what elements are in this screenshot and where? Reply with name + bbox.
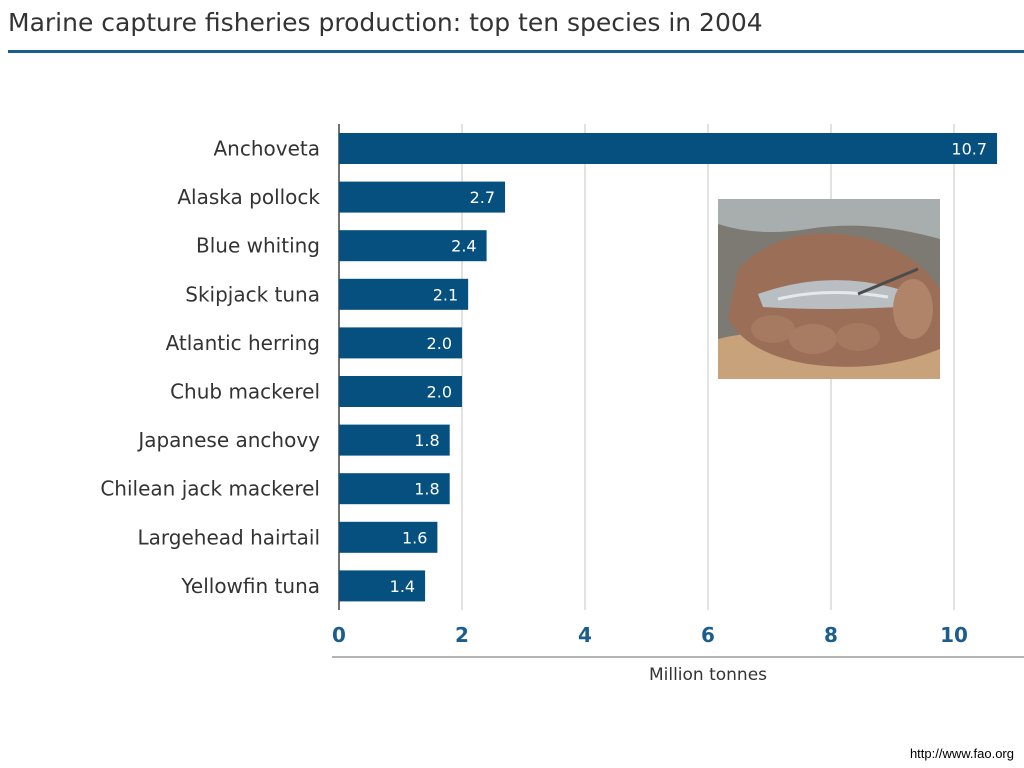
x-tick-label-10: 10 [940,623,968,647]
value-label-atlantic-herring: 2.0 [427,334,452,353]
category-label-blue-whiting: Blue whiting [196,234,320,258]
bar-alaska-pollock [339,181,506,213]
category-label-skipjack-tuna: Skipjack tuna [185,282,320,306]
category-label-largehead-hairtail: Largehead hairtail [138,525,320,549]
value-label-blue-whiting: 2.4 [451,237,476,256]
photo-illustration [718,199,940,379]
category-label-atlantic-herring: Atlantic herring [166,331,320,355]
bar-largehead-hairtail [339,521,438,553]
fish-in-hands-photo [718,199,940,379]
value-label-japanese-anchovy: 1.8 [414,431,439,450]
bar-anchoveta [339,133,998,164]
value-label-alaska-pollock: 2.7 [470,188,495,207]
x-tick-label-0: 0 [332,623,346,647]
x-tick-label-6: 6 [701,623,715,647]
value-label-chub-mackerel: 2.0 [427,383,452,402]
value-label-largehead-hairtail: 1.6 [402,528,427,547]
category-label-japanese-anchovy: Japanese anchovy [136,428,320,452]
bar-skipjack-tuna [339,278,469,310]
x-axis-label: Million tonnes [649,665,767,685]
value-label-skipjack-tuna: 2.1 [433,285,458,304]
value-label-yellowfin-tuna: 1.4 [390,577,415,596]
x-tick-label-8: 8 [824,623,838,647]
x-tick-label-2: 2 [455,623,469,647]
bar-japanese-anchovy [339,424,450,456]
category-label-chub-mackerel: Chub mackerel [170,380,320,404]
bar-chub-mackerel [339,376,462,407]
category-label-alaska-pollock: Alaska pollock [177,185,320,209]
category-label-chilean-jack-mackerel: Chilean jack mackerel [100,477,320,501]
chart-title: Marine capture fisheries production: top… [8,8,763,37]
x-tick-label-4: 4 [578,623,592,647]
bar-yellowfin-tuna [339,570,426,602]
title-underline [8,50,1024,53]
value-label-anchoveta: 10.7 [951,140,987,159]
value-label-chilean-jack-mackerel: 1.8 [414,480,439,499]
bar-blue-whiting [339,230,487,262]
bar-chilean-jack-mackerel [339,473,450,505]
source-url: http://www.fao.org [909,746,1014,761]
category-label-yellowfin-tuna: Yellowfin tuna [180,574,320,598]
category-label-anchoveta: Anchoveta [213,137,320,161]
bar-atlantic-herring [339,327,462,359]
